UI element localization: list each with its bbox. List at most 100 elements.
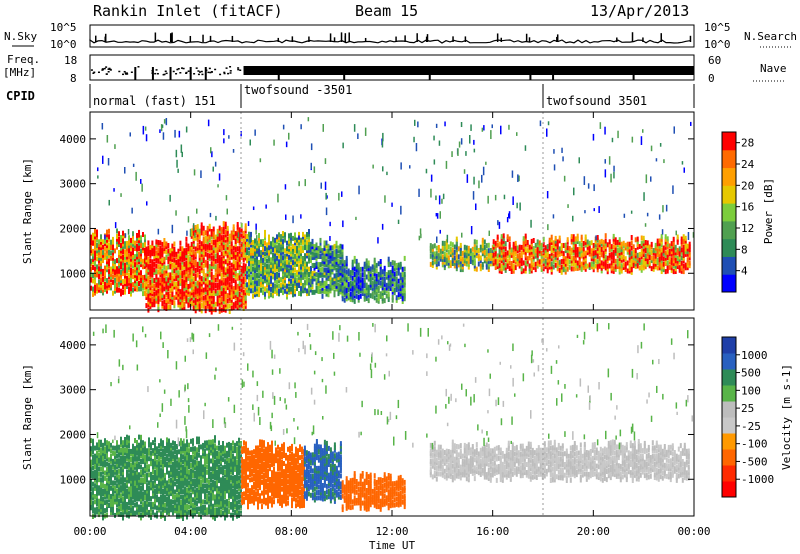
echo-cell	[304, 239, 306, 245]
echo-cell	[102, 258, 104, 264]
echo-cell	[487, 261, 490, 267]
echo-cell	[536, 255, 539, 261]
echo-cell	[96, 480, 98, 485]
echo-cell	[136, 249, 138, 255]
echo-cell	[369, 293, 372, 299]
echo-cell	[538, 259, 541, 265]
echo-cell	[104, 470, 106, 476]
echo-cell	[124, 257, 126, 263]
echo-cell	[254, 251, 256, 257]
echo-cell	[244, 239, 247, 245]
echo-cell	[256, 243, 258, 249]
echo-cell	[431, 260, 434, 266]
echo-cell	[196, 226, 199, 232]
echo-speck	[617, 130, 619, 139]
echo-speck	[547, 121, 550, 126]
echo-cell	[642, 262, 645, 268]
echo-cell	[124, 482, 126, 488]
echo-cell	[672, 263, 675, 269]
echo-cell	[391, 281, 394, 287]
echo-cell	[262, 268, 264, 274]
echo-cell	[274, 275, 276, 281]
echo-cell	[483, 252, 486, 258]
echo-cell	[112, 239, 114, 245]
echo-cell	[353, 280, 356, 286]
echo-cell	[189, 251, 192, 257]
echo-speck	[180, 144, 183, 153]
echo-cell	[379, 259, 382, 264]
echo-cell	[359, 293, 362, 299]
echo-cell	[110, 485, 112, 491]
echo-cell	[100, 509, 102, 515]
echo-cell	[206, 279, 209, 285]
echo-cell	[110, 469, 112, 475]
echo-cell	[580, 234, 583, 240]
echo-cell	[132, 454, 134, 460]
echo-cell	[616, 239, 619, 245]
echo-cell	[171, 265, 174, 271]
echo-cell	[556, 260, 559, 266]
echo-cell	[216, 237, 219, 242]
echo-cell	[395, 276, 398, 282]
echo-cell	[310, 266, 312, 271]
echo-cell	[116, 242, 118, 247]
echo-cell	[682, 239, 685, 245]
echo-cell	[234, 231, 237, 237]
echo-cell	[379, 291, 382, 297]
echo-cell	[518, 263, 521, 269]
echo-cell	[177, 256, 180, 262]
echo-cell	[548, 245, 551, 251]
echo-cell	[638, 257, 641, 263]
echo-cell	[319, 262, 322, 268]
echo-speck	[215, 215, 217, 221]
echo-cell	[544, 264, 547, 270]
echo-cell	[153, 256, 156, 262]
echo-cell	[290, 281, 292, 287]
echo-cell	[132, 500, 134, 506]
echo-cell	[300, 245, 302, 251]
echo-cell	[548, 243, 551, 249]
echo-cell	[216, 242, 219, 248]
echo-cell	[377, 293, 380, 299]
echo-speck	[439, 211, 441, 219]
echo-cell	[353, 288, 356, 294]
echo-cell	[618, 237, 621, 243]
echo-cell	[325, 259, 328, 265]
echo-cell	[598, 250, 601, 256]
echo-cell	[136, 483, 138, 488]
echo-cell	[674, 252, 677, 258]
echo-cell	[524, 239, 527, 244]
echo-cell	[510, 261, 513, 266]
echo-cell	[98, 250, 100, 256]
echo-cell	[110, 453, 112, 459]
echo-cell	[136, 238, 138, 244]
echo-cell	[682, 253, 685, 258]
echo-cell	[335, 259, 338, 265]
echo-cell	[118, 463, 120, 469]
echo-cell	[296, 269, 298, 275]
echo-cell	[280, 252, 282, 258]
echo-cell	[154, 450, 156, 456]
echo-cell	[544, 253, 547, 259]
echo-cell	[114, 277, 116, 283]
echo-cell	[226, 242, 229, 248]
echo-cell	[628, 265, 631, 271]
echo-cell	[272, 252, 274, 258]
echo-cell	[118, 501, 120, 507]
echo-cell	[596, 267, 599, 273]
echo-cell	[155, 279, 158, 285]
echo-cell	[161, 249, 164, 255]
echo-cell	[258, 267, 260, 273]
echo-cell	[146, 475, 148, 481]
nave-dot	[126, 73, 129, 75]
echo-cell	[270, 292, 272, 298]
echo-cell	[100, 258, 102, 264]
echo-cell	[122, 233, 124, 239]
echo-cell	[349, 283, 352, 289]
echo-cell	[512, 255, 515, 261]
echo-cell	[132, 260, 134, 266]
echo-cell	[124, 278, 126, 284]
echo-cell	[294, 256, 296, 262]
echo-cell	[151, 278, 154, 284]
echo-cell	[361, 277, 364, 283]
